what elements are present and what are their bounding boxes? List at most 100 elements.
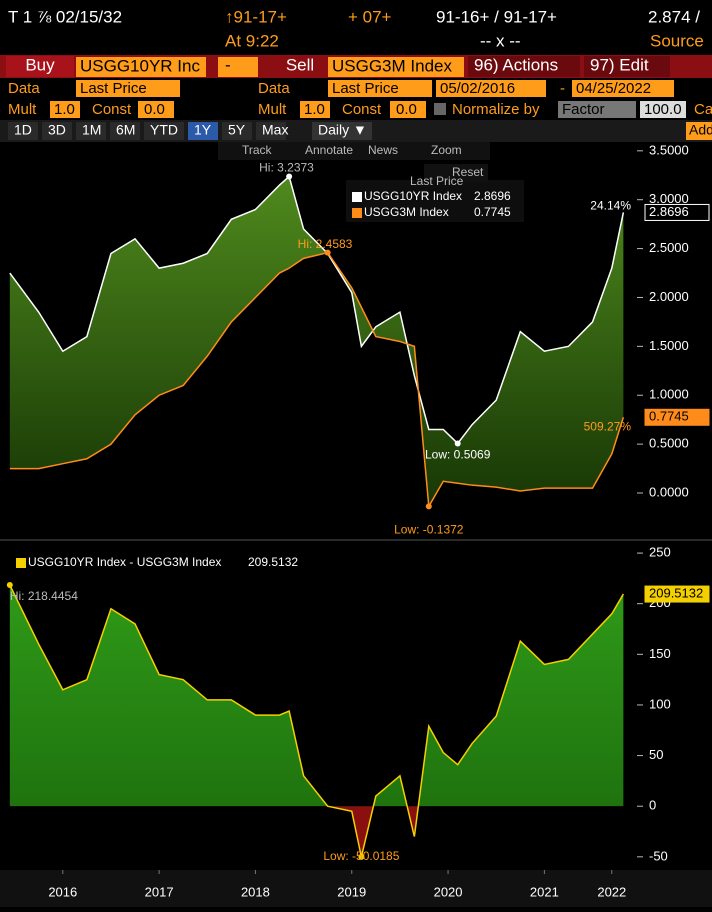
hi-marker <box>286 173 293 180</box>
side-dropdown[interactable] <box>218 57 258 77</box>
period[interactable]: 5Y <box>228 122 246 138</box>
low-label: Low: 0.5069 <box>425 448 491 462</box>
frequency[interactable]: Daily ▼ <box>318 122 367 138</box>
last-value-box <box>644 203 710 221</box>
size: -- x -- <box>480 31 521 50</box>
legend-swatch <box>352 192 362 202</box>
field[interactable] <box>76 80 180 97</box>
chart-tools: Track Annotate News Zoom <box>242 143 462 157</box>
reset-button[interactable] <box>424 164 488 182</box>
start[interactable]: 05/02/2016 <box>440 80 515 97</box>
x-tick-label: 2016 <box>48 884 77 899</box>
legend-value: 0.7745 <box>474 205 511 219</box>
net-change: + 07+ <box>348 7 392 26</box>
end[interactable]: 04/25/2022 <box>576 80 651 97</box>
period-button[interactable] <box>256 122 286 140</box>
last-price: ↑91-17+ <box>225 7 287 26</box>
edit-button[interactable] <box>584 56 670 77</box>
period-button[interactable] <box>144 122 184 140</box>
period[interactable]: 6M <box>116 122 135 138</box>
add[interactable]: Add <box>689 122 712 138</box>
field1[interactable]: Last Price <box>80 80 147 97</box>
chart-tool[interactable]: Track <box>242 143 273 157</box>
value[interactable]: 0.0 <box>396 101 417 118</box>
low-marker <box>358 853 365 860</box>
period-button[interactable] <box>8 122 38 140</box>
period-button[interactable] <box>76 122 106 140</box>
legend-entry: USGG10YR Index <box>364 189 462 203</box>
chart-tool[interactable]: Zoom <box>431 143 462 157</box>
legend-swatch <box>352 208 362 218</box>
source: Source <box>650 31 704 50</box>
x-tick-label: 2017 <box>145 884 174 899</box>
period[interactable]: 1D <box>14 122 32 138</box>
security: T 1 ⅞ 02/15/32 <box>8 7 122 26</box>
low-marker <box>454 440 461 447</box>
legend-value: 2.8696 <box>474 189 511 203</box>
frequency-button[interactable] <box>312 122 372 140</box>
period[interactable]: 1M <box>82 122 101 138</box>
period[interactable]: Max <box>262 122 288 138</box>
field[interactable] <box>50 101 80 118</box>
period[interactable]: YTD <box>150 122 178 138</box>
field2[interactable]: Last Price <box>332 80 399 97</box>
actions[interactable]: 96) Actions <box>474 55 558 74</box>
ticker-input[interactable] <box>328 57 464 77</box>
period-button[interactable] <box>188 122 218 140</box>
buy-button[interactable] <box>6 56 74 77</box>
hi-marker <box>6 582 13 589</box>
value[interactable]: 100.0 <box>644 101 682 118</box>
y-tick-label: 100 <box>649 696 671 711</box>
field[interactable] <box>328 80 432 97</box>
period[interactable]: 1Y <box>194 122 212 138</box>
chart-tool[interactable]: Annotate <box>305 143 353 157</box>
value[interactable]: 1.0 <box>304 101 325 118</box>
legend-title: Last Price <box>410 174 464 188</box>
legend-swatch <box>16 558 26 568</box>
label: Data <box>258 80 290 97</box>
period[interactable]: 3D <box>48 122 66 138</box>
end-date[interactable] <box>572 80 674 97</box>
field[interactable] <box>300 101 330 118</box>
factor[interactable]: Factor <box>562 101 605 118</box>
value[interactable]: 1.0 <box>54 101 75 118</box>
sell[interactable]: Sell <box>286 55 314 74</box>
actions-button[interactable] <box>468 56 580 77</box>
dash: - <box>560 80 565 97</box>
x-tick-label: 2019 <box>337 884 366 899</box>
value[interactable]: 0.0 <box>144 101 165 118</box>
field[interactable] <box>138 101 174 118</box>
low-label: Low: -0.1372 <box>394 523 464 537</box>
yield: 2.874 / <box>648 7 700 26</box>
x-axis-band <box>0 870 712 907</box>
period-button[interactable] <box>222 122 252 140</box>
ticker-input[interactable] <box>76 57 206 77</box>
checkbox[interactable] <box>434 103 446 115</box>
x-tick-label: 2021 <box>530 884 559 899</box>
period-button[interactable] <box>110 122 140 140</box>
buy[interactable]: Buy <box>25 55 55 74</box>
last-value: 2.8696 <box>649 204 689 219</box>
y-tick-label: 2.5000 <box>649 240 689 255</box>
last-value-box <box>644 408 710 426</box>
minus[interactable]: - <box>225 55 231 74</box>
ticker2[interactable]: USGG3M Index <box>332 56 452 75</box>
ticker1[interactable]: USGG10YR Inc <box>80 56 200 75</box>
field[interactable] <box>640 101 686 118</box>
field[interactable] <box>390 101 426 118</box>
y-tick-label: 0 <box>649 798 656 813</box>
last-value: 209.5132 <box>649 585 703 600</box>
reset[interactable]: Reset <box>452 165 484 179</box>
low-label: Low: -50.0185 <box>323 849 399 863</box>
start-date[interactable] <box>436 80 546 97</box>
period-button[interactable] <box>42 122 72 140</box>
label: Data <box>8 80 40 97</box>
line <box>9 175 625 445</box>
add-button[interactable] <box>686 122 712 140</box>
chart-tool[interactable]: News <box>368 143 398 157</box>
y-tick-label: 3.5000 <box>649 142 689 157</box>
label: Mult <box>258 101 287 118</box>
edit[interactable]: 97) Edit <box>590 55 649 74</box>
line <box>9 584 625 858</box>
dropdown[interactable] <box>558 101 636 118</box>
